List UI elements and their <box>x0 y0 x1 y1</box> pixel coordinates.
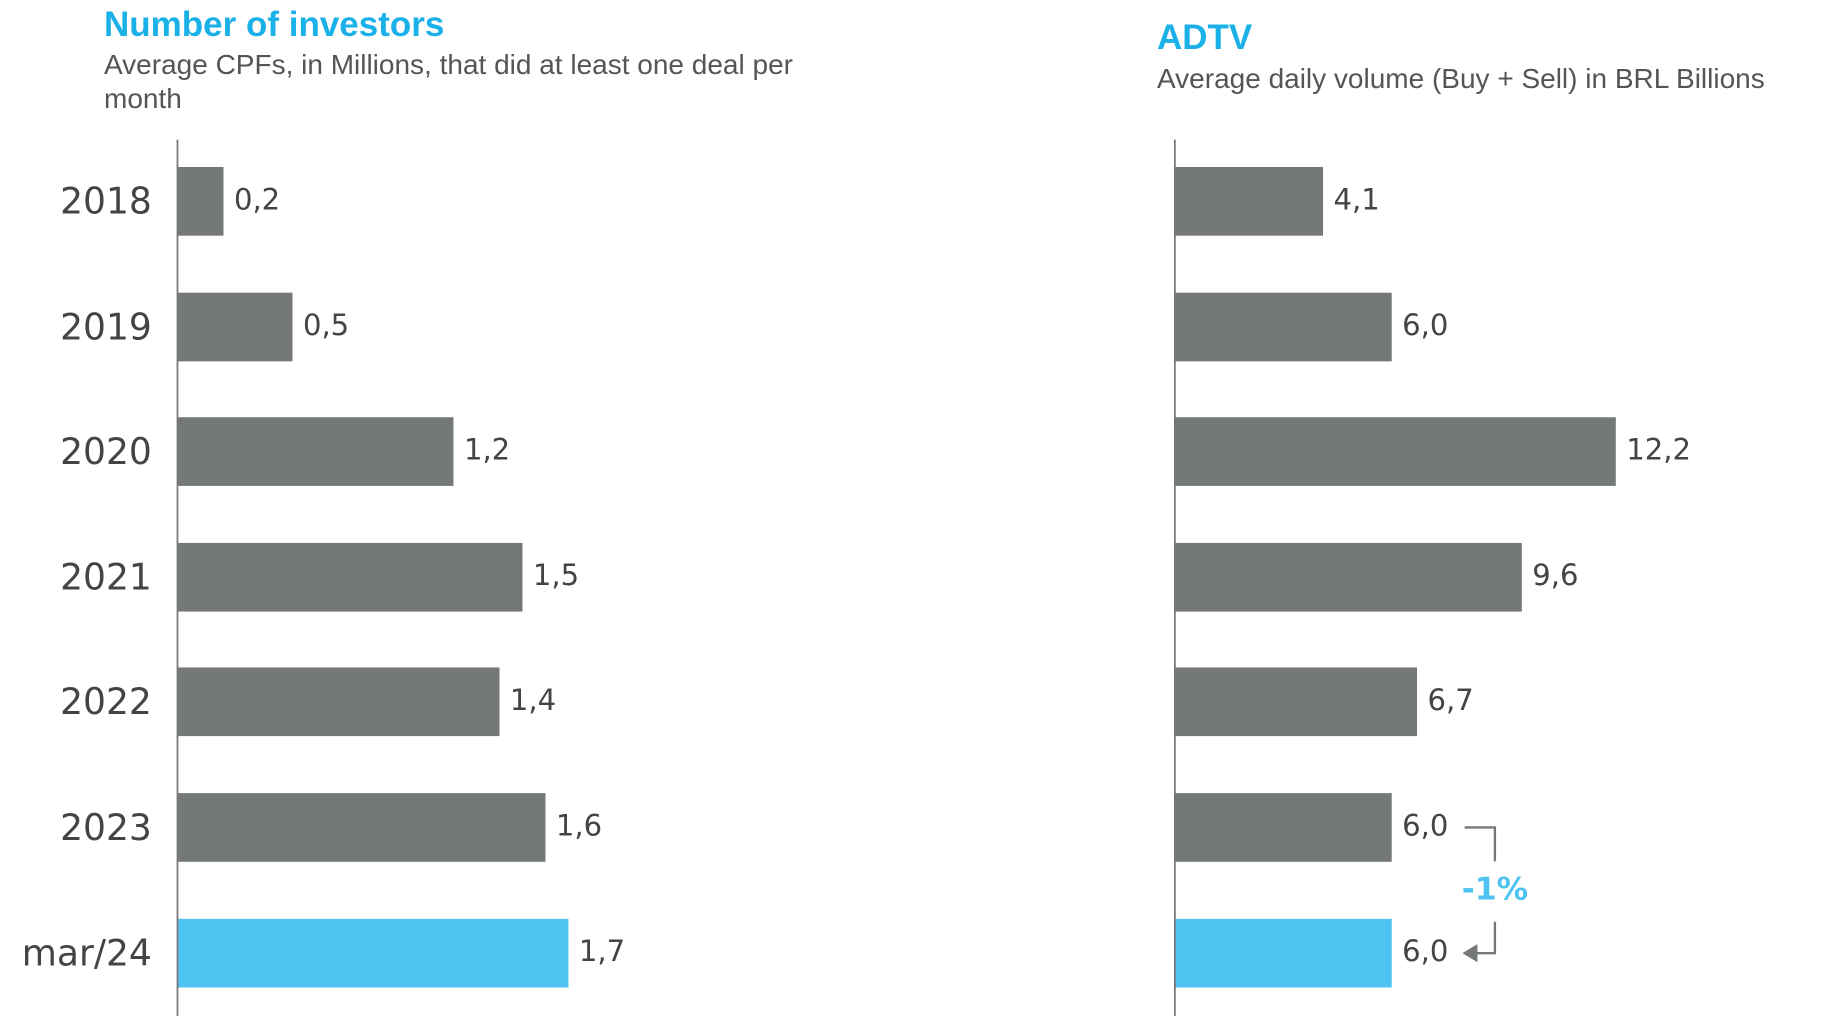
bar <box>1174 918 1392 988</box>
value-label: 1,7 <box>579 934 625 968</box>
value-label: 12,2 <box>1626 433 1691 467</box>
value-label: 6,7 <box>1427 683 1473 717</box>
bar <box>177 793 546 862</box>
change-bracket <box>1462 826 1497 963</box>
value-label: 1,5 <box>533 558 579 592</box>
category-label: 2022 <box>60 681 152 723</box>
bar <box>177 167 224 236</box>
chart-title: ADTV <box>1157 18 1253 57</box>
chart-subtitle: Average daily volume (Buy + Sell) in BRL… <box>1157 63 1765 94</box>
bar <box>1174 542 1522 612</box>
value-label: 6,0 <box>1402 808 1448 842</box>
bar <box>1174 167 1324 236</box>
chart-title: Number of investors <box>104 5 445 44</box>
category-label: 2019 <box>60 306 152 348</box>
value-label: 0,5 <box>303 308 349 342</box>
bar <box>1174 793 1392 862</box>
bar <box>177 667 500 737</box>
bar <box>177 542 523 612</box>
bar <box>177 918 569 988</box>
bar <box>1174 292 1392 362</box>
value-label: 1,4 <box>510 683 556 717</box>
bracket-top <box>1464 826 1497 862</box>
category-label: 2021 <box>60 557 152 599</box>
category-label: 2020 <box>60 431 152 473</box>
bar <box>1174 667 1418 737</box>
category-label: 2018 <box>60 181 152 223</box>
value-label: 9,6 <box>1532 558 1578 592</box>
value-label: 1,2 <box>464 433 510 467</box>
bar <box>177 417 454 486</box>
value-label: 6,0 <box>1402 308 1448 342</box>
value-label: 4,1 <box>1334 182 1380 216</box>
chart-subtitle: Average CPFs, in Millions, that did at l… <box>104 49 793 114</box>
bracket-bottom <box>1471 921 1497 955</box>
arrow-head <box>1462 944 1478 963</box>
value-label: 6,0 <box>1402 934 1448 968</box>
bar <box>177 292 293 362</box>
bar <box>1174 417 1616 486</box>
change-annotation: -1% <box>1462 871 1528 907</box>
value-label: 0,2 <box>234 182 280 216</box>
value-label: 1,6 <box>556 808 602 842</box>
category-label: mar/24 <box>22 932 152 974</box>
category-label: 2023 <box>60 807 152 849</box>
